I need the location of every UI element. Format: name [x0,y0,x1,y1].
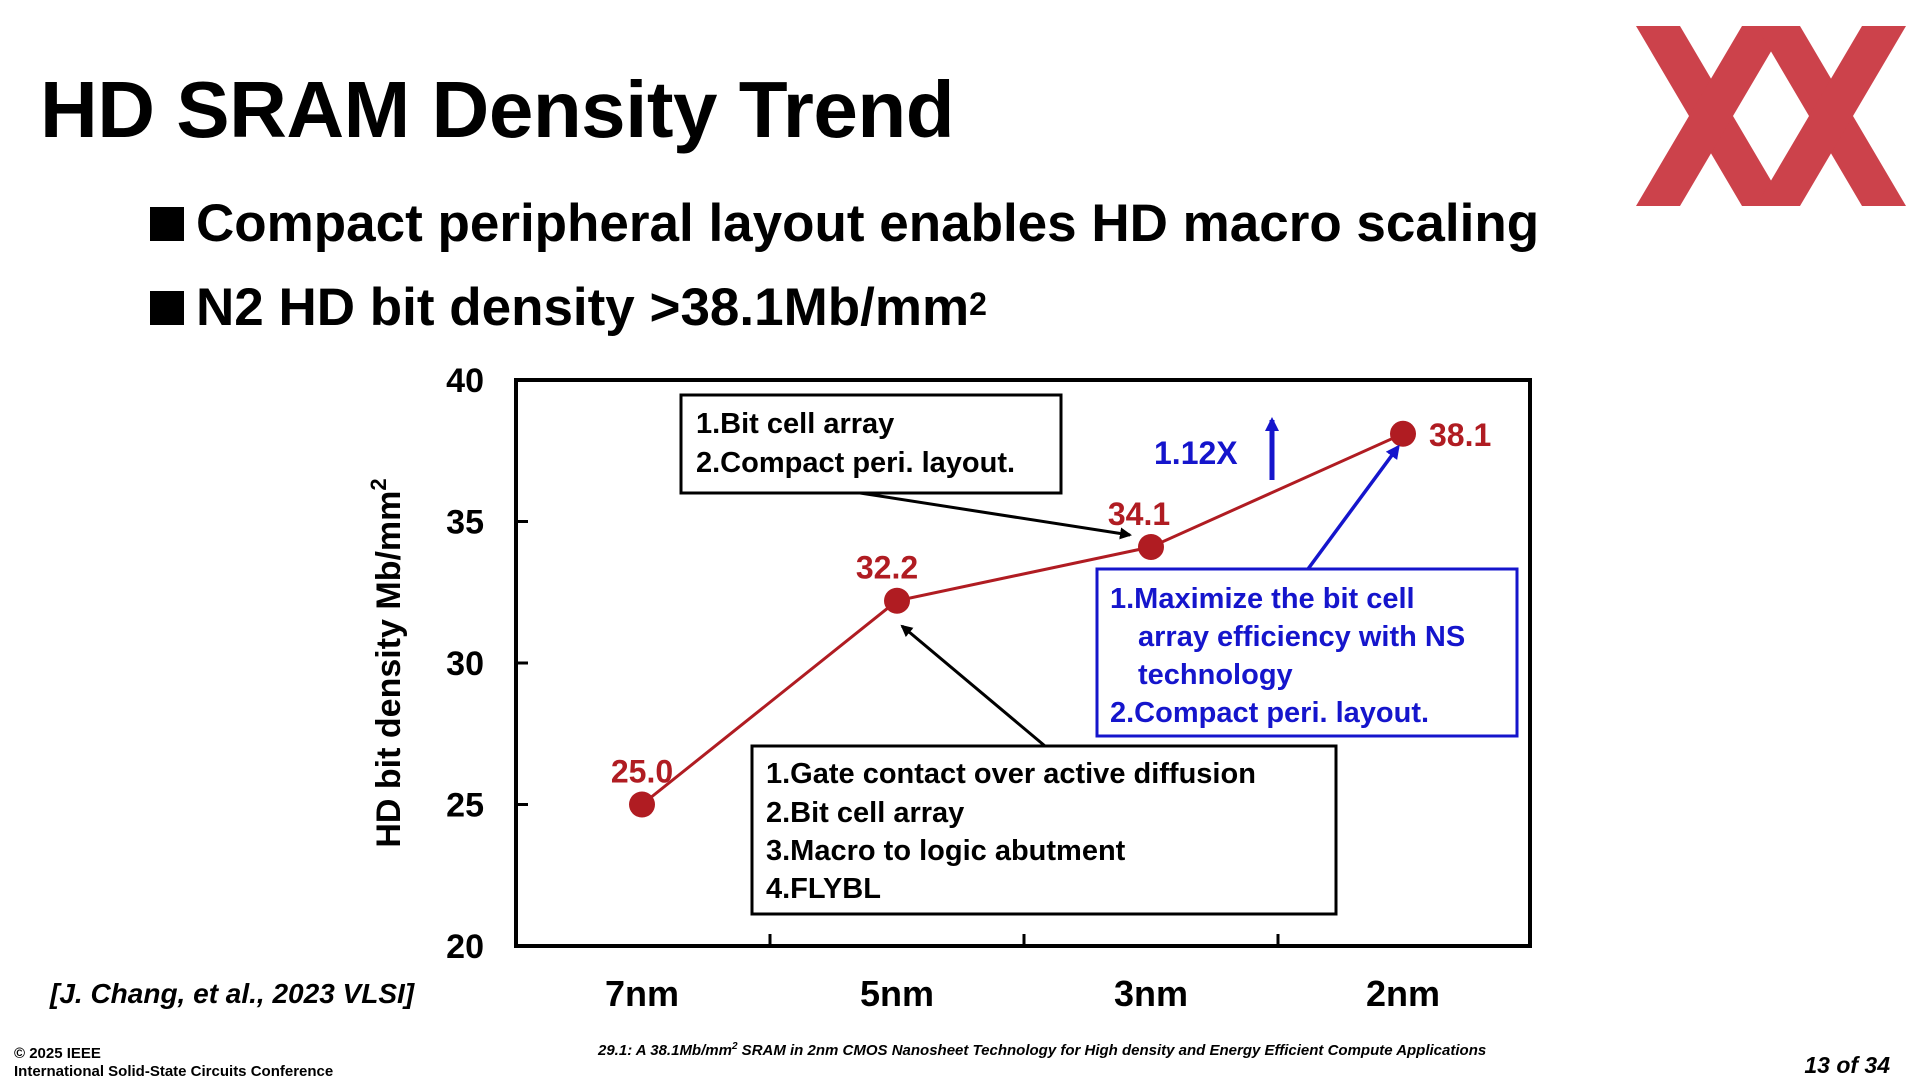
annotation-line: 2.Bit cell array [766,797,964,829]
footer-paper-title: 29.1: A 38.1Mb/mm2 SRAM in 2nm CMOS Nano… [598,1041,1487,1059]
copyright-text: © 2025 IEEE [14,1045,101,1062]
annotation-box-3nm [679,393,1063,495]
y-tick-label: 40 [446,362,484,400]
slide-title: HD SRAM Density Trend [40,65,955,154]
annotation-line: 1.Gate contact over active diffusion [766,758,1256,790]
data-point [1390,420,1416,447]
bullet-superscript: 2 [969,286,987,322]
x-tick-label: 7nm [605,973,679,1014]
data-label: 38.1 [1429,417,1491,453]
annotation-line: array efficiency with NS [1138,621,1465,653]
annotation-line: 2.Compact peri. layout. [696,447,1015,479]
annotation-box-2nm [1095,567,1519,738]
y-tick-label: 25 [446,787,484,825]
annotation-line: 3.Macro to logic abutment [766,835,1126,867]
annotation-line: technology [1138,659,1293,691]
reference-citation: [J. Chang, et al., 2023 VLSI] [50,978,415,1009]
series-line [641,432,1404,806]
bullet-item: N2 HD bit density >38.1Mb/mm 2 [150,266,1539,350]
data-point [1138,533,1164,560]
annotation-arrow-2nm [1306,444,1400,571]
gain-label: 1.12X [1154,435,1238,471]
x-tick-label: 2nm [1366,973,1440,1014]
annotation-line: 1.Maximize the bit cell [1110,583,1415,615]
page-number: 13 of 34 [1804,1052,1890,1078]
annotation-arrow-5nm [900,624,1046,748]
bullet-text: N2 HD bit density >38.1Mb/mm [196,278,970,337]
x-tick-label: 5nm [860,973,934,1014]
data-label: 32.2 [856,550,918,586]
data-point [884,587,910,614]
bullet-item: Compact peripheral layout enables HD mac… [150,182,1539,266]
y-tick-label: 30 [446,645,484,683]
bullet-list: Compact peripheral layout enables HD mac… [150,182,1539,350]
y-tick-label: 35 [446,504,484,542]
annotation-line: 1.Bit cell array [696,408,894,440]
square-bullet-icon [150,291,184,325]
conference-name: International Solid-State Circuits Confe… [14,1063,334,1080]
bullet-text: Compact peripheral layout enables HD mac… [196,194,1540,253]
x-tick-label: 3nm [1114,973,1188,1014]
data-label: 25.0 [611,754,673,790]
y-tick-label: 20 [446,928,484,966]
square-bullet-icon [150,207,184,241]
annotation-box-5nm [750,744,1338,916]
annotation-line: 4.FLYBL [766,873,881,905]
data-point [629,791,655,818]
footer-copyright: © 2025 IEEE International Solid-State Ci… [14,1045,333,1081]
isscc-logo-icon [1636,26,1906,206]
annotation-arrow-3nm [859,491,1132,540]
annotation-line: 2.Compact peri. layout. [1110,697,1429,729]
data-label: 34.1 [1108,496,1170,532]
y-axis-label: HD bit density Mb/mm2 [366,478,408,847]
